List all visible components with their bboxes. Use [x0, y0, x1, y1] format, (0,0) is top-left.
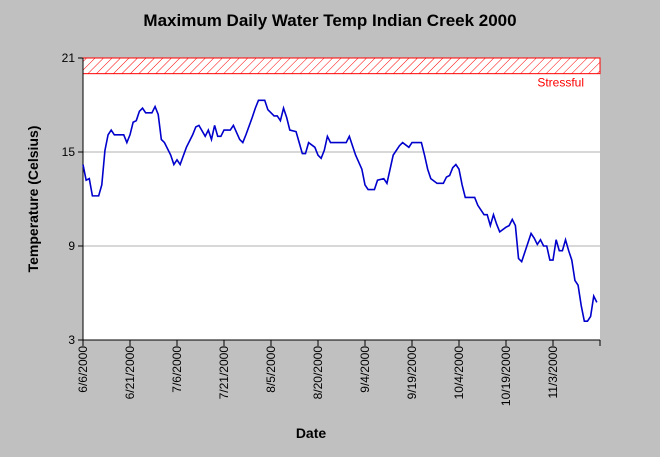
chart-title: Maximum Daily Water Temp Indian Creek 20… [143, 11, 516, 30]
data-line [82, 99, 598, 323]
band-label: Stressful [537, 76, 584, 90]
x-tick-label: 7/6/2000 [170, 346, 184, 393]
x-tick-label: 9/19/2000 [405, 346, 419, 400]
stress-band [82, 57, 601, 75]
x-tick-label: 10/4/2000 [452, 346, 466, 400]
x-axis-label: Date [296, 425, 327, 441]
y-tick-label: 9 [68, 239, 75, 253]
x-tick-label: 6/6/2000 [76, 346, 90, 393]
x-tick-label: 8/5/2000 [264, 346, 278, 393]
x-tick-label: 9/4/2000 [358, 346, 372, 393]
x-tick-label: 6/21/2000 [123, 346, 137, 400]
y-tick-label: 15 [62, 145, 76, 159]
y-tick-label: 21 [62, 51, 76, 65]
plot-area [83, 58, 600, 340]
x-tick-label: 7/21/2000 [217, 346, 231, 400]
y-tick-label: 3 [68, 333, 75, 347]
x-tick-label: 10/19/2000 [499, 346, 513, 406]
x-tick-label: 11/3/2000 [546, 346, 560, 399]
y-axis-label: Temperature (Celsius) [25, 126, 41, 273]
x-tick-label: 8/20/2000 [311, 346, 325, 400]
